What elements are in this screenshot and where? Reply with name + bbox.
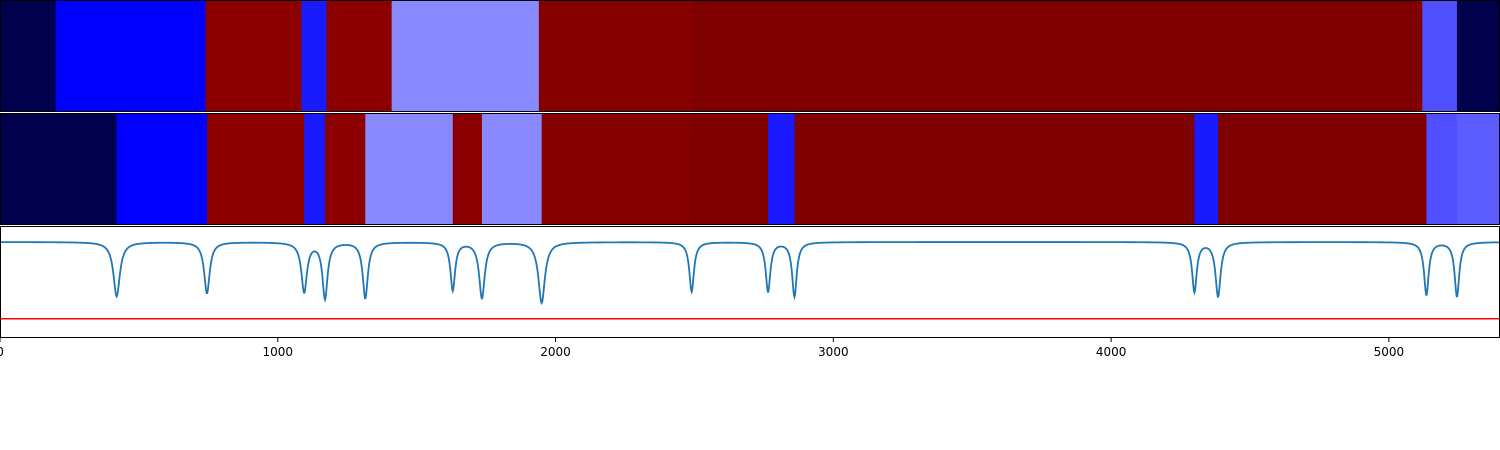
x-tick-label-4: 3000 <box>818 345 849 359</box>
x-tick-label-1: 0 <box>0 345 4 359</box>
track-1-segment-5 <box>326 0 393 112</box>
track-2-segment-14 <box>1218 113 1427 225</box>
track-2-segment-3 <box>206 113 305 225</box>
track-2-segment-1 <box>0 113 118 225</box>
x-axis: 0 1000 2000 3000 4000 5000 <box>0 338 1404 359</box>
track-1-segment-6 <box>391 0 540 112</box>
track-2-segment-6 <box>365 113 454 225</box>
track-1-segment-9 <box>1422 0 1458 112</box>
track-2-segment-5 <box>325 113 366 225</box>
track-1-segment-2 <box>55 0 207 112</box>
x-tick-label-2: 1000 <box>263 345 294 359</box>
track-2-segment-8 <box>481 113 543 225</box>
track-2-segment-12 <box>794 113 1195 225</box>
track-2-segment-7 <box>452 113 483 225</box>
track-2-segment-15 <box>1426 113 1458 225</box>
track-1-segment-1 <box>0 0 57 112</box>
x-tick-label-3: 2000 <box>540 345 571 359</box>
signal-series-line <box>0 241 1500 306</box>
track-2-segment-2 <box>116 113 208 225</box>
track-2-segment-11 <box>768 113 795 225</box>
segment-track-2 <box>0 113 1500 225</box>
track-2-segment-13 <box>1194 113 1219 225</box>
signal-panel <box>0 226 1500 338</box>
track-1-segment-10 <box>1456 0 1500 112</box>
track-1-segment-4 <box>301 0 327 112</box>
track-2-segment-4 <box>304 113 326 225</box>
track-1-segment-8 <box>691 0 1423 112</box>
track-2-segment-10 <box>691 113 769 225</box>
track-2-segment-16 <box>1456 113 1500 225</box>
segment-track-1 <box>0 0 1500 112</box>
track-1-segment-7 <box>538 0 693 112</box>
track-1-segment-3 <box>205 0 302 112</box>
x-tick-label-5: 4000 <box>1096 345 1127 359</box>
x-tick-label-6: 5000 <box>1374 345 1405 359</box>
track-2-segment-9 <box>541 113 693 225</box>
